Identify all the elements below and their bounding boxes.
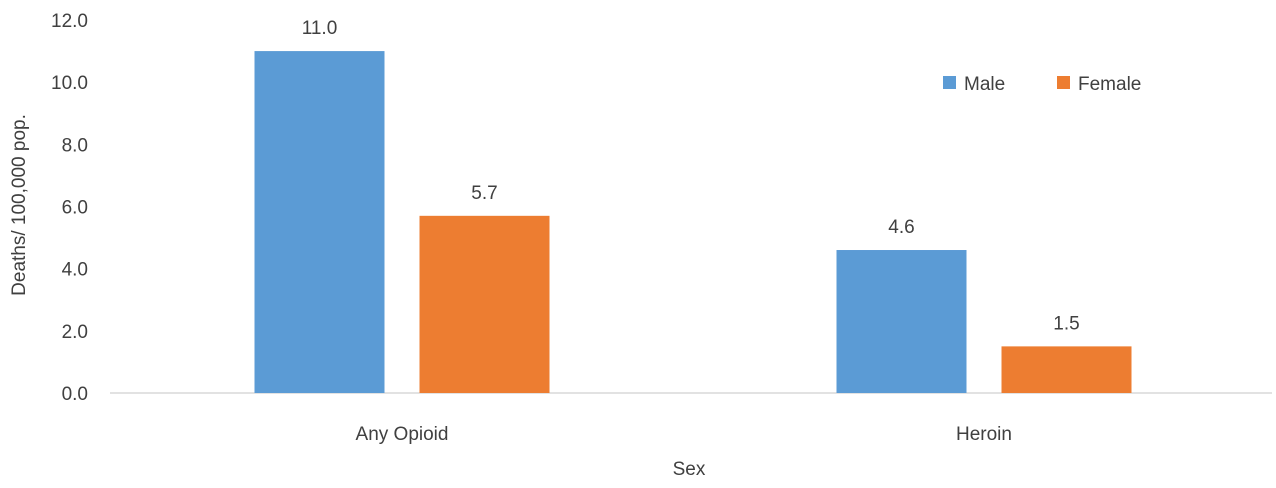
data-label-female-heroin: 1.5 <box>1053 313 1079 334</box>
y-tick-label: 8.0 <box>62 135 88 156</box>
legend-swatch-male <box>943 76 956 89</box>
y-axis-ticks: 0.0 2.0 4.0 6.0 8.0 10.0 12.0 <box>51 11 88 405</box>
x-axis-label: Sex <box>673 459 706 480</box>
x-tick-label: Heroin <box>956 424 1012 445</box>
y-tick-label: 0.0 <box>62 384 88 405</box>
bar-male-heroin <box>836 250 967 393</box>
y-tick-label: 4.0 <box>62 260 88 281</box>
legend: Male Female <box>943 74 1141 95</box>
data-labels: 11.0 5.7 4.6 1.5 <box>302 18 1080 334</box>
data-label-male-any-opioid: 11.0 <box>302 18 338 39</box>
bars <box>254 51 1132 393</box>
data-label-male-heroin: 4.6 <box>888 217 914 238</box>
y-tick-label: 6.0 <box>62 198 88 219</box>
bar-female-heroin <box>1001 346 1132 393</box>
bar-female-any-opioid <box>419 215 550 393</box>
bar-male-any-opioid <box>254 51 385 393</box>
y-tick-label: 12.0 <box>51 11 88 32</box>
legend-label-female: Female <box>1078 74 1141 95</box>
y-tick-label: 2.0 <box>62 322 88 343</box>
x-axis-ticks: Any Opioid Heroin <box>356 424 1012 445</box>
legend-swatch-female <box>1057 76 1070 89</box>
x-tick-label: Any Opioid <box>356 424 449 445</box>
data-label-female-any-opioid: 5.7 <box>471 183 497 204</box>
y-tick-label: 10.0 <box>51 73 88 94</box>
legend-label-male: Male <box>964 74 1005 95</box>
y-axis-label: Deaths/ 100,000 pop. <box>9 114 30 296</box>
